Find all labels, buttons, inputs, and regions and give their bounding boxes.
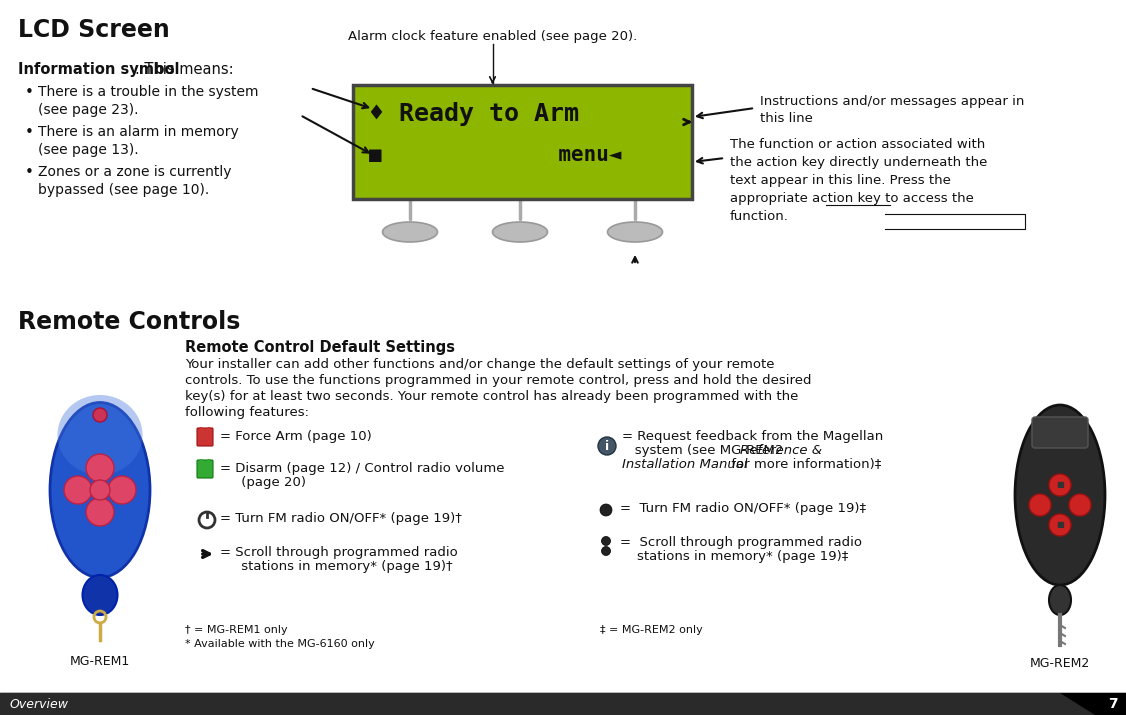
Text: = Request feedback from the Magellan: = Request feedback from the Magellan bbox=[622, 430, 883, 443]
Text: (page 20): (page 20) bbox=[220, 476, 306, 489]
Text: Remote Control Default Settings: Remote Control Default Settings bbox=[185, 340, 455, 355]
Circle shape bbox=[598, 437, 616, 455]
Text: There is a trouble in the system
(see page 23).: There is a trouble in the system (see pa… bbox=[38, 85, 259, 117]
Text: Instructions and/or messages appear in
this line: Instructions and/or messages appear in t… bbox=[760, 95, 1025, 125]
Circle shape bbox=[1069, 494, 1091, 516]
Text: † = MG-REM1 only: † = MG-REM1 only bbox=[185, 625, 287, 635]
Text: stations in memory* (page 19)‡: stations in memory* (page 19)‡ bbox=[620, 550, 848, 563]
Text: The function or action associated with
the action key directly underneath the
te: The function or action associated with t… bbox=[730, 138, 988, 223]
Text: Your installer can add other functions and/or change the default settings of you: Your installer can add other functions a… bbox=[185, 358, 775, 371]
Ellipse shape bbox=[1049, 585, 1071, 615]
Text: ‡ = MG-REM2 only: ‡ = MG-REM2 only bbox=[600, 625, 703, 635]
FancyBboxPatch shape bbox=[197, 460, 213, 478]
Text: = Disarm (page 12) / Control radio volume: = Disarm (page 12) / Control radio volum… bbox=[220, 462, 504, 475]
Text: ■: ■ bbox=[1056, 480, 1064, 490]
Text: There is an alarm in memory
(see page 13).: There is an alarm in memory (see page 13… bbox=[38, 125, 239, 157]
Circle shape bbox=[90, 480, 110, 500]
Text: Installation Manual: Installation Manual bbox=[622, 458, 748, 471]
Text: ■              menu◄: ■ menu◄ bbox=[369, 145, 622, 165]
Text: key(s) for at least two seconds. Your remote control has already been programmed: key(s) for at least two seconds. Your re… bbox=[185, 390, 798, 403]
FancyBboxPatch shape bbox=[1033, 417, 1088, 448]
Text: for more information)‡: for more information)‡ bbox=[727, 458, 882, 471]
Text: =  Scroll through programmed radio: = Scroll through programmed radio bbox=[620, 536, 863, 549]
Ellipse shape bbox=[57, 395, 143, 475]
Bar bbox=[0, 693, 1126, 715]
Text: Overview: Overview bbox=[10, 698, 69, 711]
Circle shape bbox=[601, 546, 610, 556]
Text: ♦ Ready to Arm: ♦ Ready to Arm bbox=[369, 102, 579, 126]
Circle shape bbox=[600, 504, 613, 516]
Circle shape bbox=[601, 536, 610, 546]
Circle shape bbox=[1049, 514, 1071, 536]
Ellipse shape bbox=[82, 575, 117, 615]
Circle shape bbox=[93, 408, 107, 422]
Text: i: i bbox=[605, 440, 609, 453]
Text: MG-REM2: MG-REM2 bbox=[1030, 657, 1090, 670]
Polygon shape bbox=[1060, 693, 1126, 715]
FancyBboxPatch shape bbox=[352, 85, 692, 199]
Text: 7: 7 bbox=[1108, 697, 1118, 711]
Text: •: • bbox=[25, 165, 34, 180]
Text: = Scroll through programmed radio: = Scroll through programmed radio bbox=[220, 546, 458, 559]
Circle shape bbox=[108, 476, 136, 504]
Text: =  Turn FM radio ON/OFF* (page 19)‡: = Turn FM radio ON/OFF* (page 19)‡ bbox=[620, 502, 866, 515]
Ellipse shape bbox=[492, 222, 547, 242]
Circle shape bbox=[1029, 494, 1051, 516]
Circle shape bbox=[86, 454, 114, 482]
Text: Remote Controls: Remote Controls bbox=[18, 310, 240, 334]
Ellipse shape bbox=[50, 403, 150, 578]
Text: Alarm clock feature enabled (see page 20).: Alarm clock feature enabled (see page 20… bbox=[348, 30, 637, 43]
Circle shape bbox=[64, 476, 92, 504]
Text: Zones or a zone is currently
bypassed (see page 10).: Zones or a zone is currently bypassed (s… bbox=[38, 165, 232, 197]
Ellipse shape bbox=[608, 222, 662, 242]
Text: Reference &: Reference & bbox=[740, 444, 822, 457]
Text: controls. To use the functions programmed in your remote control, press and hold: controls. To use the functions programme… bbox=[185, 374, 812, 387]
Ellipse shape bbox=[383, 222, 438, 242]
Text: stations in memory* (page 19)†: stations in memory* (page 19)† bbox=[220, 560, 453, 573]
Ellipse shape bbox=[1015, 405, 1105, 585]
Text: LCD Screen: LCD Screen bbox=[18, 18, 170, 42]
Circle shape bbox=[1049, 474, 1071, 496]
FancyBboxPatch shape bbox=[197, 428, 213, 446]
Text: = Turn FM radio ON/OFF* (page 19)†: = Turn FM radio ON/OFF* (page 19)† bbox=[220, 512, 462, 525]
Text: MG-REM1: MG-REM1 bbox=[70, 655, 131, 668]
Text: = Force Arm (page 10): = Force Arm (page 10) bbox=[220, 430, 372, 443]
Text: system (see MG-REM2: system (see MG-REM2 bbox=[622, 444, 787, 457]
Text: ■: ■ bbox=[1056, 521, 1064, 530]
Text: . This means:: . This means: bbox=[135, 62, 233, 77]
Text: •: • bbox=[25, 125, 34, 140]
Text: Information symbol: Information symbol bbox=[18, 62, 179, 77]
Text: * Available with the MG-6160 only: * Available with the MG-6160 only bbox=[185, 639, 375, 649]
Text: following features:: following features: bbox=[185, 406, 309, 419]
Circle shape bbox=[86, 498, 114, 526]
Text: •: • bbox=[25, 85, 34, 100]
